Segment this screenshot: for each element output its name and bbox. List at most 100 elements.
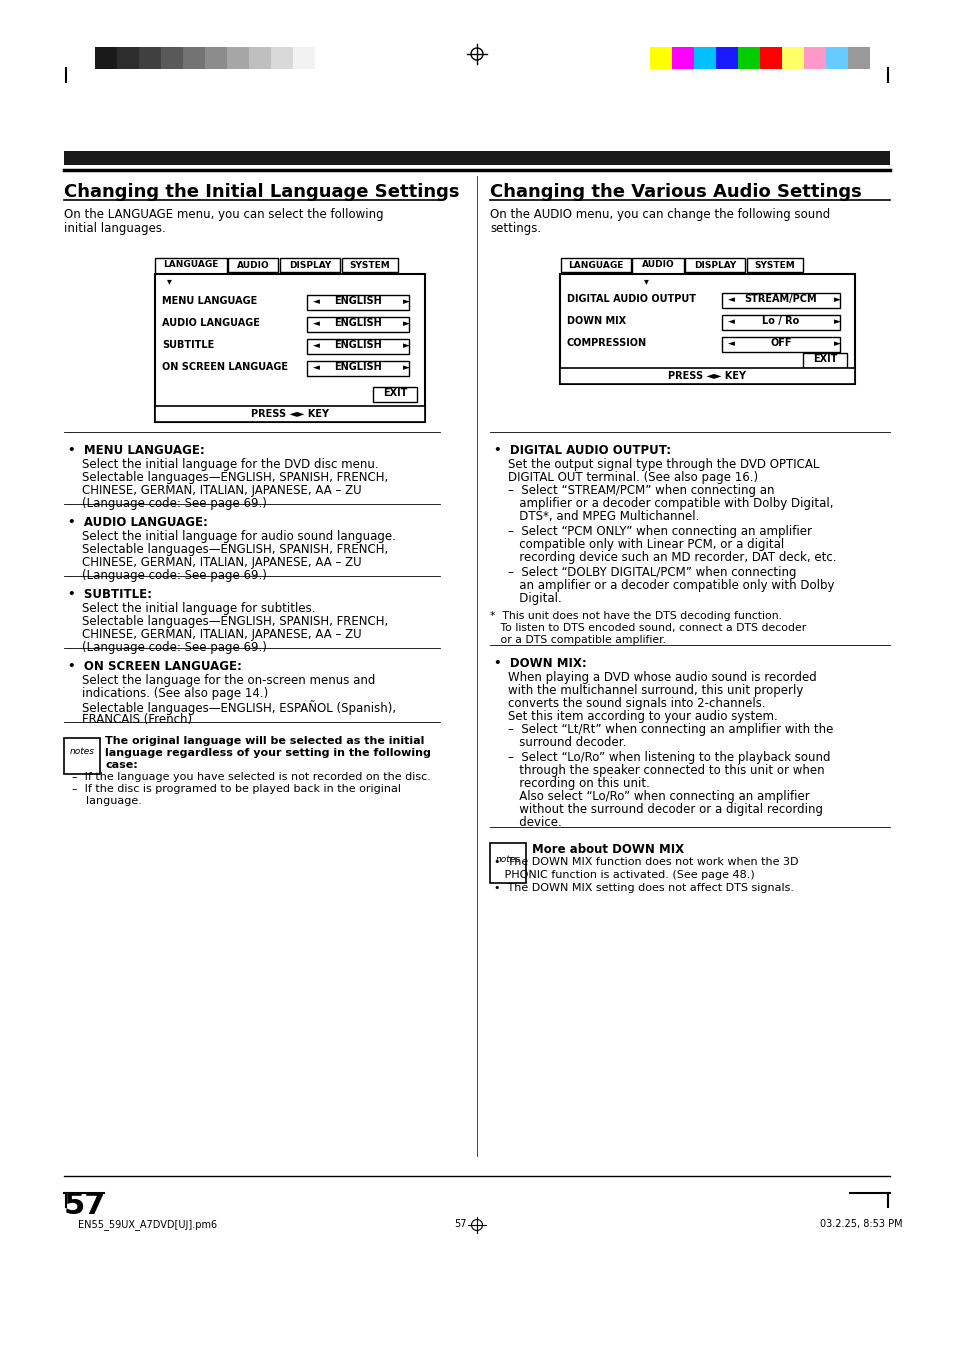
Bar bbox=[802, 353, 846, 367]
Text: CHINESE, GERMAN, ITALIAN, JAPANESE, AA – ZU: CHINESE, GERMAN, ITALIAN, JAPANESE, AA –… bbox=[82, 484, 361, 497]
Text: PRESS ◄► KEY: PRESS ◄► KEY bbox=[251, 409, 329, 419]
Text: Selectable languages—ENGLISH, SPANISH, FRENCH,: Selectable languages—ENGLISH, SPANISH, F… bbox=[82, 543, 388, 557]
Bar bbox=[307, 361, 409, 376]
Bar bbox=[847, 47, 869, 69]
Text: (Language code: See page 69.): (Language code: See page 69.) bbox=[82, 640, 267, 654]
Text: (Language code: See page 69.): (Language code: See page 69.) bbox=[82, 569, 267, 582]
Text: Select the initial language for subtitles.: Select the initial language for subtitle… bbox=[82, 603, 315, 615]
Text: Changing the Initial Language Settings: Changing the Initial Language Settings bbox=[64, 182, 459, 201]
Text: EXIT: EXIT bbox=[812, 354, 837, 363]
Bar bbox=[228, 258, 277, 272]
Bar bbox=[249, 47, 271, 69]
Text: LANGUAGE: LANGUAGE bbox=[163, 259, 218, 269]
Text: ◄: ◄ bbox=[313, 340, 319, 350]
Text: compatible only with Linear PCM, or a digital: compatible only with Linear PCM, or a di… bbox=[507, 538, 783, 551]
Text: EN55_59UX_A7DVD[UJ].pm6: EN55_59UX_A7DVD[UJ].pm6 bbox=[78, 1219, 217, 1229]
Text: On the LANGUAGE menu, you can select the following: On the LANGUAGE menu, you can select the… bbox=[64, 208, 383, 222]
Text: ►: ► bbox=[402, 340, 410, 350]
Bar bbox=[183, 47, 205, 69]
Text: SYSTEM: SYSTEM bbox=[349, 261, 390, 270]
Text: –  Select “PCM ONLY” when connecting an amplifier: – Select “PCM ONLY” when connecting an a… bbox=[507, 526, 811, 538]
Text: –  If the language you have selected is not recorded on the disc.: – If the language you have selected is n… bbox=[71, 771, 431, 782]
Bar bbox=[490, 843, 525, 884]
Text: Selectable languages—ENGLISH, SPANISH, FRENCH,: Selectable languages—ENGLISH, SPANISH, F… bbox=[82, 471, 388, 484]
Text: recording device such an MD recorder, DAT deck, etc.: recording device such an MD recorder, DA… bbox=[507, 551, 836, 563]
Text: ►: ► bbox=[833, 339, 840, 349]
Text: To listen to DTS encoded sound, connect a DTS decoder: To listen to DTS encoded sound, connect … bbox=[490, 623, 805, 634]
Text: language regardless of your setting in the following: language regardless of your setting in t… bbox=[105, 748, 431, 758]
Text: ◄: ◄ bbox=[727, 295, 734, 304]
Text: notes: notes bbox=[70, 747, 94, 757]
Text: CHINESE, GERMAN, ITALIAN, JAPANESE, AA – ZU: CHINESE, GERMAN, ITALIAN, JAPANESE, AA –… bbox=[82, 557, 361, 569]
Bar bbox=[716, 47, 738, 69]
Text: PHONIC function is activated. (See page 48.): PHONIC function is activated. (See page … bbox=[494, 870, 754, 880]
Text: •  DIGITAL AUDIO OUTPUT:: • DIGITAL AUDIO OUTPUT: bbox=[494, 444, 670, 457]
Text: EXIT: EXIT bbox=[382, 388, 407, 399]
Bar bbox=[64, 738, 100, 774]
Bar bbox=[227, 47, 249, 69]
Text: case:: case: bbox=[105, 761, 137, 770]
Text: Digital.: Digital. bbox=[507, 592, 561, 605]
Text: MENU LANGUAGE: MENU LANGUAGE bbox=[162, 296, 257, 305]
Text: amplifier or a decoder compatible with Dolby Digital,: amplifier or a decoder compatible with D… bbox=[507, 497, 833, 509]
Text: DISPLAY: DISPLAY bbox=[693, 261, 736, 270]
Bar bbox=[307, 339, 409, 354]
Text: When playing a DVD whose audio sound is recorded: When playing a DVD whose audio sound is … bbox=[507, 671, 816, 684]
Text: –  If the disc is programed to be played back in the original: – If the disc is programed to be played … bbox=[71, 784, 400, 794]
Text: On the AUDIO menu, you can change the following sound: On the AUDIO menu, you can change the fo… bbox=[490, 208, 829, 222]
Text: ►: ► bbox=[402, 319, 410, 328]
Text: –  Select “STREAM/PCM” when connecting an: – Select “STREAM/PCM” when connecting an bbox=[507, 484, 774, 497]
Text: •  MENU LANGUAGE:: • MENU LANGUAGE: bbox=[68, 444, 205, 457]
Text: Lo / Ro: Lo / Ro bbox=[761, 316, 799, 326]
Text: Set this item according to your audio system.: Set this item according to your audio sy… bbox=[507, 711, 777, 723]
Bar bbox=[693, 47, 716, 69]
Bar bbox=[559, 367, 854, 384]
Text: DTS*, and MPEG Multichannel.: DTS*, and MPEG Multichannel. bbox=[507, 509, 699, 523]
Text: The original language will be selected as the initial: The original language will be selected a… bbox=[105, 736, 424, 746]
Text: ◄: ◄ bbox=[313, 319, 319, 328]
Text: Select the initial language for audio sound language.: Select the initial language for audio so… bbox=[82, 530, 395, 543]
Text: OFF: OFF bbox=[769, 338, 791, 349]
Bar bbox=[293, 47, 314, 69]
Text: ▾: ▾ bbox=[643, 276, 648, 286]
Text: with the multichannel surround, this unit properly: with the multichannel surround, this uni… bbox=[507, 684, 802, 697]
Text: ◄: ◄ bbox=[313, 363, 319, 372]
Text: surround decoder.: surround decoder. bbox=[507, 736, 626, 748]
Text: 57: 57 bbox=[64, 1192, 107, 1220]
Text: ►: ► bbox=[402, 363, 410, 372]
Bar bbox=[307, 317, 409, 332]
Bar bbox=[803, 47, 825, 69]
Bar bbox=[721, 293, 840, 308]
Text: recording on this unit.: recording on this unit. bbox=[507, 777, 649, 790]
Text: indications. (See also page 14.): indications. (See also page 14.) bbox=[82, 688, 268, 700]
Text: •  ON SCREEN LANGUAGE:: • ON SCREEN LANGUAGE: bbox=[68, 661, 242, 673]
Bar bbox=[117, 47, 139, 69]
Text: AUDIO: AUDIO bbox=[236, 261, 269, 270]
Text: an amplifier or a decoder compatible only with Dolby: an amplifier or a decoder compatible onl… bbox=[507, 580, 834, 592]
Text: ENGLISH: ENGLISH bbox=[334, 340, 381, 350]
Text: –  Select “DOLBY DIGITAL/PCM” when connecting: – Select “DOLBY DIGITAL/PCM” when connec… bbox=[507, 566, 796, 580]
Text: DIGITAL AUDIO OUTPUT: DIGITAL AUDIO OUTPUT bbox=[566, 295, 696, 304]
Text: COMPRESSION: COMPRESSION bbox=[566, 338, 646, 349]
Bar bbox=[738, 47, 760, 69]
Bar bbox=[721, 336, 840, 353]
Text: More about DOWN MIX: More about DOWN MIX bbox=[532, 843, 683, 857]
Text: language.: language. bbox=[71, 796, 142, 807]
Text: ON SCREEN LANGUAGE: ON SCREEN LANGUAGE bbox=[162, 362, 288, 372]
Text: •  SUBTITLE:: • SUBTITLE: bbox=[68, 588, 152, 601]
Text: Also select “Lo/Ro” when connecting an amplifier: Also select “Lo/Ro” when connecting an a… bbox=[507, 790, 809, 802]
Text: STREAM/PCM: STREAM/PCM bbox=[744, 295, 817, 304]
Text: initial languages.: initial languages. bbox=[64, 222, 166, 235]
Text: ▾: ▾ bbox=[167, 276, 172, 286]
Text: •  AUDIO LANGUAGE:: • AUDIO LANGUAGE: bbox=[68, 516, 208, 530]
Text: without the surround decoder or a digital recording: without the surround decoder or a digita… bbox=[507, 802, 822, 816]
Text: (Language code: See page 69.): (Language code: See page 69.) bbox=[82, 497, 267, 509]
Text: DOWN MIX: DOWN MIX bbox=[566, 316, 625, 326]
Text: DISPLAY: DISPLAY bbox=[289, 261, 331, 270]
Text: •  The DOWN MIX function does not work when the 3D: • The DOWN MIX function does not work wh… bbox=[494, 857, 798, 867]
Text: ENGLISH: ENGLISH bbox=[334, 296, 381, 305]
Bar bbox=[760, 47, 781, 69]
Text: ►: ► bbox=[833, 295, 840, 304]
Bar bbox=[781, 47, 803, 69]
Text: settings.: settings. bbox=[490, 222, 540, 235]
